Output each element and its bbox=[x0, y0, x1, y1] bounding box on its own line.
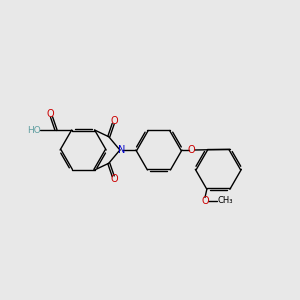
Text: O: O bbox=[46, 110, 54, 119]
Text: O: O bbox=[188, 145, 195, 155]
Text: N: N bbox=[118, 145, 125, 155]
Text: CH₃: CH₃ bbox=[217, 196, 233, 205]
Text: HO: HO bbox=[27, 126, 40, 135]
Text: O: O bbox=[201, 196, 209, 206]
Text: O: O bbox=[110, 116, 118, 126]
Text: O: O bbox=[110, 174, 118, 184]
